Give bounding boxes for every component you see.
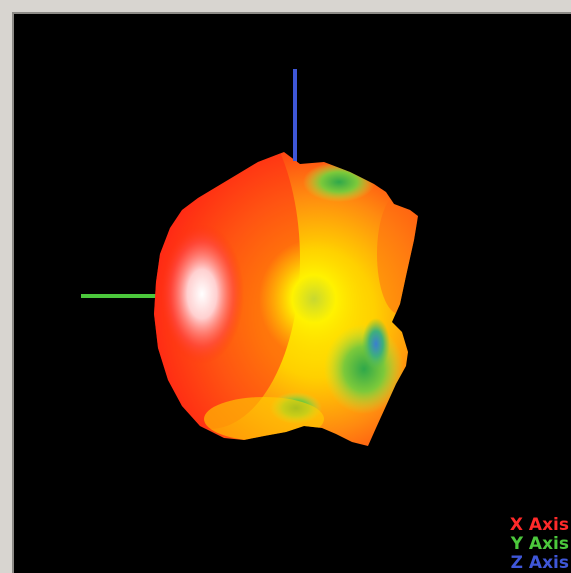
legend-y-axis: Y Axis <box>510 534 569 554</box>
legend-x-axis: X Axis <box>509 515 569 535</box>
y-axis-line <box>81 294 161 298</box>
3d-viewport[interactable]: X Axis Y Axis Z Axis <box>12 12 571 573</box>
3d-scene[interactable] <box>14 14 571 573</box>
axis-legend: X Axis Y Axis Z Axis <box>510 516 569 573</box>
z-axis-tip <box>293 69 297 161</box>
legend-z-axis: Z Axis <box>510 553 569 573</box>
surface-mesh[interactable] <box>120 89 421 446</box>
